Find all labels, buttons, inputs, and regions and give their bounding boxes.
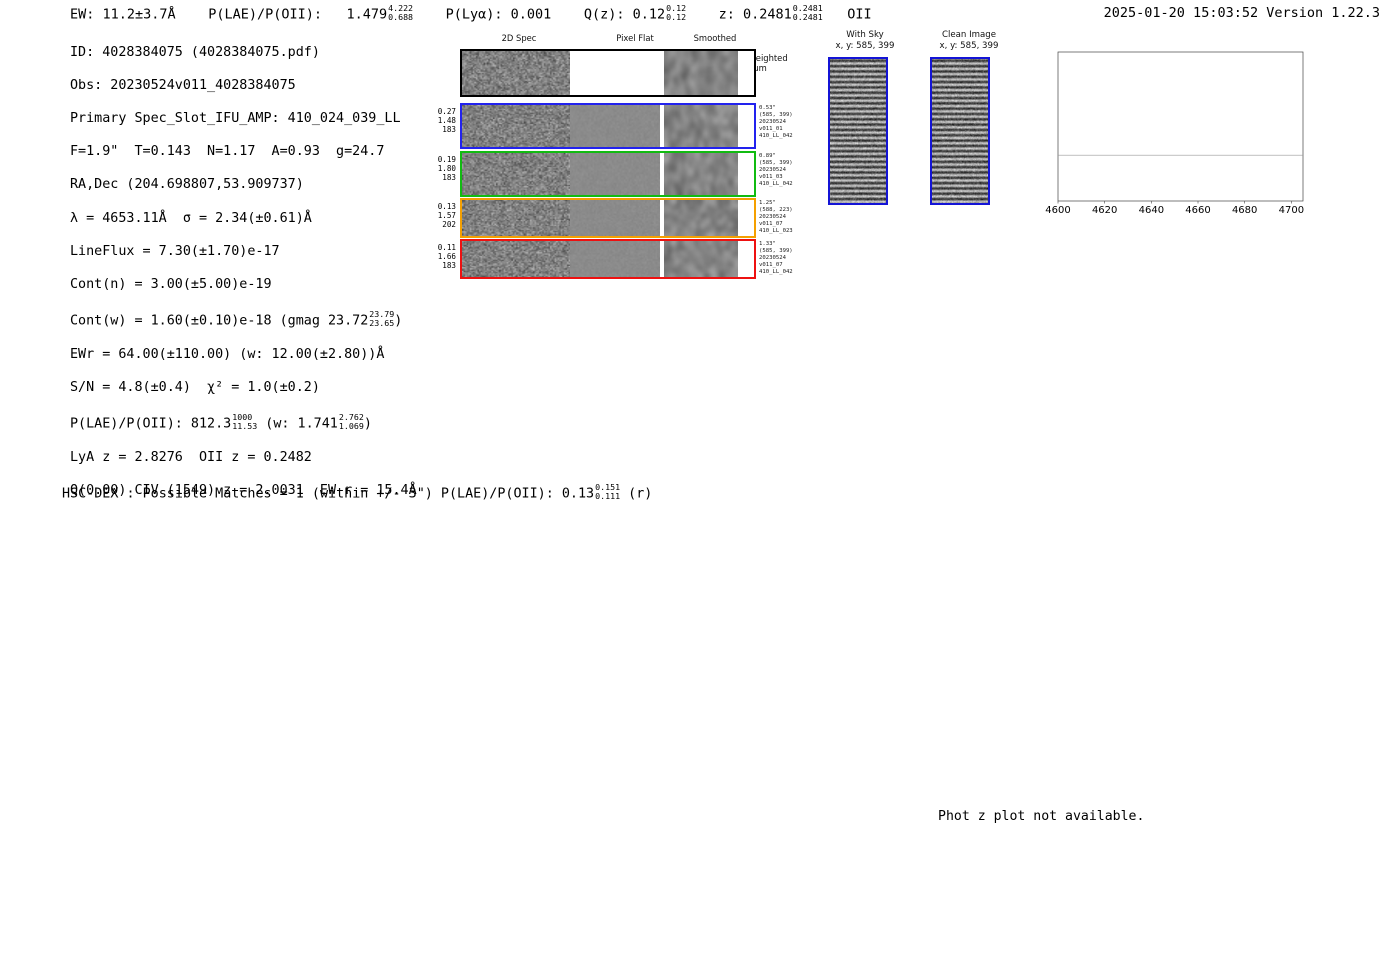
column-title-smoothed: Smoothed bbox=[693, 33, 737, 43]
spec2d-row bbox=[460, 198, 756, 238]
tile-pixelflat bbox=[570, 241, 660, 277]
weighted-sum-label: Weighted Sum bbox=[748, 53, 788, 73]
tile-smoothed bbox=[664, 105, 738, 147]
spectrum-canvas bbox=[100, 342, 1308, 422]
timestamp-version: 2025-01-20 15:03:52 Version 1.22.3 bbox=[1103, 5, 1380, 21]
info-line-obs: Obs: 20230524v011_4028384075 bbox=[70, 77, 296, 93]
full-spectrum-plot bbox=[100, 285, 1308, 445]
tile-smoothed bbox=[664, 51, 738, 95]
tile-smoothed bbox=[664, 200, 738, 236]
with-sky-title: With Sky x, y: 585, 399 bbox=[835, 30, 895, 51]
tile-pixelflat bbox=[570, 200, 660, 236]
row-left-values: 0.19 1.80 183 bbox=[437, 155, 456, 183]
info-line-id: ID: 4028384075 (4028384075.pdf) bbox=[70, 44, 320, 60]
row-left-values: 0.13 1.57 202 bbox=[437, 202, 456, 230]
tile-smoothed bbox=[664, 153, 738, 195]
spec2d-row bbox=[460, 151, 756, 197]
info-line-lambda: λ = 4653.11Å σ = 2.34(±0.61)Å bbox=[70, 210, 312, 226]
column-title-2dspec: 2D Spec bbox=[501, 33, 537, 43]
tile-2dspec bbox=[462, 51, 570, 95]
tile-2dspec bbox=[462, 105, 570, 147]
row-right-metadata: 1.25" (588, 223) 20230524 v011_07 410_LL… bbox=[759, 200, 793, 235]
header-plae-value: 1.479 bbox=[346, 6, 388, 23]
tile-gap bbox=[660, 153, 664, 195]
2d-spectrum-panel-group: 2D Spec Pixel Flat Smoothed Weighted Sum… bbox=[432, 33, 793, 279]
info-line-seeing: F=1.9" T=0.143 N=1.17 A=0.93 g=24.7 bbox=[70, 144, 385, 160]
photz-message: Phot z plot not available. bbox=[938, 809, 1145, 824]
tile-gap bbox=[660, 105, 664, 147]
tile-pixelflat bbox=[570, 105, 660, 147]
cutout-trio bbox=[40, 508, 620, 738]
tile-gap bbox=[660, 241, 664, 277]
row-left-values: 0.27 1.48 183 bbox=[437, 107, 456, 135]
header-summary-line: EW: 11.2±3.7Å P(LAE)/P(OII): 1.479 4.222 0… bbox=[70, 4, 872, 22]
tile-2dspec bbox=[462, 241, 570, 277]
tile-pixelflat bbox=[570, 153, 660, 195]
tile-gap-right bbox=[738, 241, 741, 277]
info-line-civ: Q(0.00) CIV (1549) z = 2.0031 EW r = 15.… bbox=[70, 482, 417, 498]
info-line-cont-n: Cont(n) = 3.00(±5.00)e-19 bbox=[70, 276, 272, 292]
header-plae-range: 4.222 0.688 bbox=[388, 3, 414, 22]
tile-gap bbox=[660, 51, 664, 95]
header-qz-range: 0.12 0.12 bbox=[666, 3, 687, 22]
with-sky-image bbox=[828, 57, 888, 205]
header-plya: P(Lyα): 0.001 bbox=[445, 6, 552, 23]
info-line-redshifts: LyA z = 2.8276 OII z = 0.2482 bbox=[70, 449, 312, 465]
hscdex-plae-range: 0.151 0.111 bbox=[595, 482, 621, 501]
header-z: z: 0.2481 bbox=[718, 6, 792, 23]
gmag-range: 23.79 23.65 bbox=[369, 309, 395, 328]
sky-cutout-group: With Sky x, y: 585, 399 Clean Image x, y… bbox=[820, 30, 1020, 260]
tile-2dspec bbox=[462, 200, 570, 236]
clean-image bbox=[930, 57, 990, 205]
row-right-metadata: 0.53" (585, 399) 20230524 v011_01 410_LL… bbox=[759, 105, 793, 140]
row-right-metadata: 1.33" (585, 399) 20230524 v011_07 410_LL… bbox=[759, 241, 793, 276]
row-right-metadata: 0.89" (585, 399) 20230524 v011_03 410_LL… bbox=[759, 153, 793, 188]
header-z-range: 0.2481 0.2481 bbox=[792, 3, 823, 22]
header-plae-label: P(LAE)/P(OII): bbox=[208, 6, 323, 23]
clean-image-title: Clean Image x, y: 585, 399 bbox=[939, 30, 999, 51]
header-ew: EW: 11.2±3.7Å bbox=[70, 6, 176, 23]
hsc-dex-summary: HSC-DEX : Possible Matches = 1 (within +… bbox=[62, 482, 653, 502]
tile-smoothed bbox=[664, 241, 738, 277]
tile-gap-right bbox=[738, 200, 741, 236]
tile-gap-right bbox=[738, 51, 741, 95]
spec2d-row bbox=[460, 49, 756, 97]
info-line-radec: RA,Dec (204.698807,53.909737) bbox=[70, 177, 304, 193]
tile-gap-right bbox=[738, 153, 741, 195]
spec2d-row bbox=[460, 239, 756, 279]
info-line-cont-w: Cont(w) = 1.60(±0.10)e-18 (gmag 23.72 23.… bbox=[70, 309, 403, 329]
tile-gap bbox=[660, 200, 664, 236]
tile-pixelflat bbox=[570, 51, 660, 95]
header-z-kind: OII bbox=[847, 6, 872, 23]
row-left-values: 0.11 1.66 183 bbox=[437, 243, 456, 271]
spec2d-row bbox=[460, 103, 756, 149]
info-line-ifu: Primary Spec_Slot_IFU_AMP: 410_024_039_L… bbox=[70, 110, 401, 126]
column-title-pixelflat: Pixel Flat bbox=[616, 33, 654, 43]
line-fit-plot bbox=[1035, 48, 1307, 218]
line-fit-canvas bbox=[1035, 48, 1307, 218]
header-qz: Q(z): 0.12 bbox=[583, 6, 666, 23]
tile-2dspec bbox=[462, 153, 570, 195]
tile-gap-right bbox=[738, 105, 741, 147]
info-line-lineflux: LineFlux = 7.30(±1.70)e-17 bbox=[70, 243, 280, 259]
